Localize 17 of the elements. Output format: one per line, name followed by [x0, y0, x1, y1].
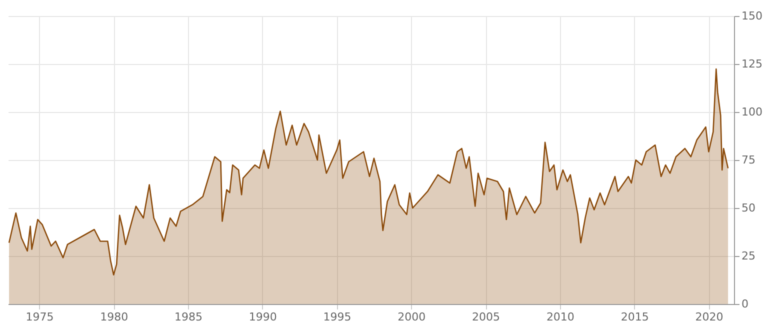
y-tick-label: 75	[742, 154, 756, 166]
x-tick-label: 2020	[695, 310, 724, 324]
y-tick-label: 25	[742, 250, 756, 262]
y-tick-label: 125	[742, 58, 762, 70]
x-tick-label: 2000	[398, 310, 426, 324]
x-tick-label: 1995	[323, 310, 352, 324]
x-tick-label: 1975	[26, 310, 54, 324]
x-tick-label: 1990	[248, 310, 277, 324]
x-tick-label: 2005	[472, 310, 500, 324]
x-tick-label: 2015	[620, 310, 649, 324]
y-tick-label: 150	[742, 10, 762, 22]
x-tick-label: 1980	[100, 310, 128, 324]
x-tick-label: 2010	[546, 310, 574, 324]
y-tick-label: 100	[742, 106, 762, 118]
x-tick-label: 1985	[174, 310, 203, 324]
y-tick-label: 0	[742, 298, 748, 310]
y-tick-label: 50	[742, 202, 756, 214]
